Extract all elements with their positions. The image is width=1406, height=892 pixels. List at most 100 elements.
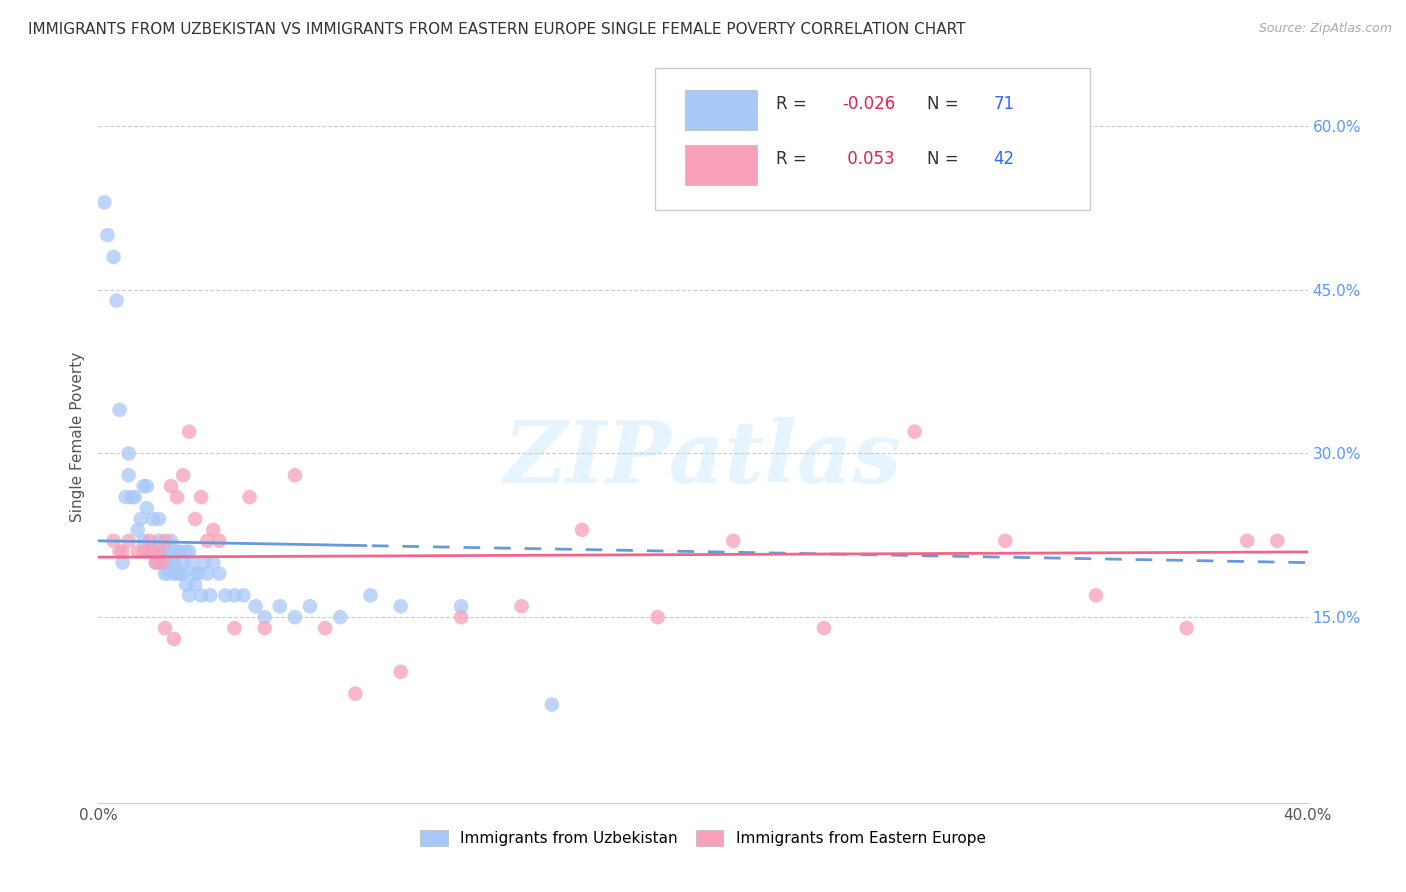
Text: Source: ZipAtlas.com: Source: ZipAtlas.com	[1258, 22, 1392, 36]
Point	[139, 545, 162, 559]
Point	[174, 545, 197, 559]
Point	[139, 533, 162, 548]
Point	[132, 533, 155, 548]
Point	[132, 479, 155, 493]
Point	[187, 566, 209, 581]
Point	[118, 468, 141, 483]
Point	[148, 545, 170, 559]
Point	[127, 523, 149, 537]
Point	[202, 523, 225, 537]
FancyBboxPatch shape	[655, 68, 1090, 211]
Point	[232, 588, 254, 602]
Point	[135, 501, 157, 516]
Point	[904, 425, 927, 439]
Point	[172, 468, 194, 483]
Point	[156, 566, 179, 581]
Point	[124, 490, 146, 504]
Point	[160, 533, 183, 548]
Point	[224, 621, 246, 635]
Point	[148, 533, 170, 548]
Point	[253, 610, 276, 624]
Point	[153, 621, 176, 635]
Text: IMMIGRANTS FROM UZBEKISTAN VS IMMIGRANTS FROM EASTERN EUROPE SINGLE FEMALE POVER: IMMIGRANTS FROM UZBEKISTAN VS IMMIGRANTS…	[28, 22, 966, 37]
Point	[103, 533, 125, 548]
Point	[389, 665, 412, 679]
Point	[224, 588, 246, 602]
Point	[184, 577, 207, 591]
Text: 71: 71	[993, 95, 1014, 113]
Point	[174, 577, 197, 591]
Text: -0.026: -0.026	[842, 95, 896, 113]
Point	[450, 599, 472, 614]
Point	[142, 545, 165, 559]
Text: N =: N =	[927, 95, 963, 113]
Point	[190, 490, 212, 504]
Point	[245, 599, 267, 614]
Point	[647, 610, 669, 624]
Text: 0.053: 0.053	[842, 150, 894, 168]
Point	[127, 545, 149, 559]
Point	[105, 293, 128, 308]
Bar	[685, 145, 758, 185]
Point	[723, 533, 745, 548]
Point	[360, 588, 382, 602]
Point	[153, 556, 176, 570]
Point	[118, 533, 141, 548]
Point	[96, 228, 118, 243]
Point	[153, 545, 176, 559]
Point	[284, 610, 307, 624]
Point	[163, 556, 186, 570]
Point	[142, 545, 165, 559]
Point	[172, 556, 194, 570]
Point	[193, 556, 215, 570]
Point	[114, 490, 136, 504]
Point	[135, 479, 157, 493]
Point	[1085, 588, 1108, 602]
Point	[129, 512, 152, 526]
Point	[145, 556, 167, 570]
Point	[172, 566, 194, 581]
Point	[150, 556, 173, 570]
Point	[314, 621, 336, 635]
Point	[160, 545, 183, 559]
Point	[148, 556, 170, 570]
Point	[108, 545, 131, 559]
Point	[145, 545, 167, 559]
Point	[299, 599, 322, 614]
Point	[150, 545, 173, 559]
Point	[163, 566, 186, 581]
Point	[450, 610, 472, 624]
Text: 42: 42	[993, 150, 1014, 168]
Point	[156, 556, 179, 570]
Text: R =: R =	[776, 95, 811, 113]
Point	[1236, 533, 1258, 548]
Point	[166, 566, 188, 581]
Point	[179, 545, 201, 559]
Point	[1267, 533, 1289, 548]
Point	[184, 512, 207, 526]
Point	[153, 566, 176, 581]
Point	[540, 698, 562, 712]
Point	[202, 556, 225, 570]
Point	[145, 556, 167, 570]
Point	[269, 599, 291, 614]
Point	[253, 621, 276, 635]
Point	[111, 556, 134, 570]
Point	[389, 599, 412, 614]
Point	[208, 533, 231, 548]
Text: R =: R =	[776, 150, 811, 168]
Point	[163, 632, 186, 646]
Point	[179, 425, 201, 439]
Legend: Immigrants from Uzbekistan, Immigrants from Eastern Europe: Immigrants from Uzbekistan, Immigrants f…	[412, 822, 994, 854]
Point	[214, 588, 236, 602]
Bar	[685, 89, 758, 130]
Text: N =: N =	[927, 150, 963, 168]
Point	[510, 599, 533, 614]
Point	[1175, 621, 1198, 635]
Y-axis label: Single Female Poverty: Single Female Poverty	[69, 352, 84, 522]
Point	[148, 512, 170, 526]
Point	[169, 545, 191, 559]
Point	[179, 588, 201, 602]
Point	[118, 446, 141, 460]
Point	[108, 402, 131, 417]
